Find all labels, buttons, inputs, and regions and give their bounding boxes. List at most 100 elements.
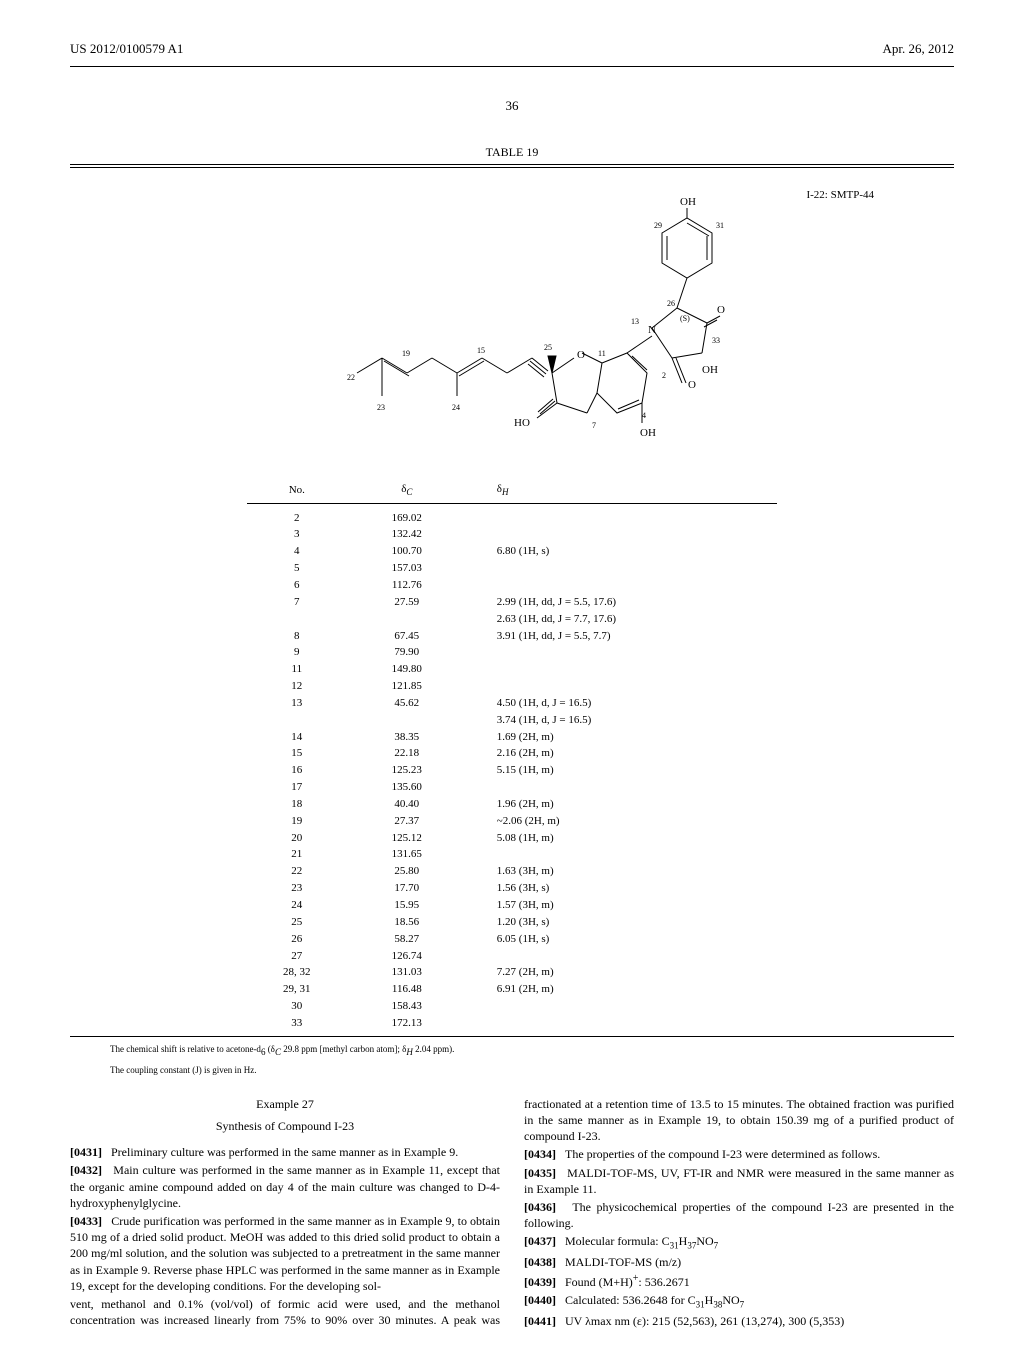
para-text: The physicochemical properties of the co… <box>524 1200 954 1230</box>
table-row: 1522.182.16 (2H, m) <box>247 745 777 762</box>
table-row: 16125.235.15 (1H, m) <box>247 762 777 779</box>
para-0440: [0440] Calculated: 536.2648 for C31H38NO… <box>524 1292 954 1311</box>
para-num: [0438] <box>524 1255 556 1269</box>
table-row: 2.63 (1H, dd, J = 7.7, 17.6) <box>247 611 777 628</box>
publication-number: US 2012/0100579 A1 <box>70 40 183 58</box>
para-0433: [0433] Crude purification was performed … <box>70 1213 500 1294</box>
svg-text:15: 15 <box>477 346 485 355</box>
table-rule-top <box>70 164 954 165</box>
svg-text:OH: OH <box>702 364 718 376</box>
svg-text:29: 29 <box>654 221 662 230</box>
header-rule <box>70 66 954 67</box>
para-text: The properties of the compound I-23 were… <box>565 1147 880 1161</box>
table-row: 2415.951.57 (3H, m) <box>247 897 777 914</box>
svg-text:(S): (S) <box>680 314 690 323</box>
table-row: 21131.65 <box>247 846 777 863</box>
para-num: [0434] <box>524 1147 556 1161</box>
page-number: 36 <box>70 97 954 115</box>
footnote-2: The coupling constant (J) is given in Hz… <box>110 1064 954 1076</box>
svg-text:13: 13 <box>631 317 639 326</box>
svg-text:N: N <box>648 324 656 336</box>
svg-text:HO: HO <box>514 417 530 429</box>
svg-text:2: 2 <box>662 371 666 380</box>
chemical-structure: I-22: SMTP-44 OH 29 31 26 <box>70 178 954 468</box>
para-text: Crude purification was performed in the … <box>70 1214 500 1293</box>
para-0439: [0439] Found (M+H)+: 536.2671 <box>524 1272 954 1290</box>
body-text: Example 27 Synthesis of Compound I-23 [0… <box>70 1096 954 1330</box>
compound-label: I-22: SMTP-44 <box>806 188 874 203</box>
svg-text:31: 31 <box>716 221 724 230</box>
table-row: 11149.80 <box>247 661 777 678</box>
table-row: 979.90 <box>247 644 777 661</box>
svg-text:OH: OH <box>640 427 656 439</box>
para-num: [0432] <box>70 1163 102 1177</box>
table-row: 6112.76 <box>247 577 777 594</box>
svg-text:24: 24 <box>452 403 460 412</box>
table-row: 29, 31116.486.91 (2H, m) <box>247 981 777 998</box>
table-row: 20125.125.08 (1H, m) <box>247 830 777 847</box>
table-row: 2169.02 <box>247 510 777 527</box>
para-0438: [0438] MALDI-TOF-MS (m/z) <box>524 1254 954 1270</box>
table-rule-bottom <box>70 1036 954 1037</box>
publication-date: Apr. 26, 2012 <box>883 40 955 58</box>
svg-text:O: O <box>577 349 585 361</box>
example-title: Synthesis of Compound I-23 <box>70 1118 500 1134</box>
para-num: [0439] <box>524 1275 556 1289</box>
para-0437: [0437] Molecular formula: C31H37NO7 <box>524 1233 954 1252</box>
col-no: No. <box>247 478 347 503</box>
col-dh: δH <box>467 478 777 503</box>
table-row: 2317.701.56 (3H, s) <box>247 880 777 897</box>
svg-text:33: 33 <box>712 336 720 345</box>
table-row: 727.592.99 (1H, dd, J = 5.5, 17.6) <box>247 594 777 611</box>
table-row: 2518.561.20 (3H, s) <box>247 914 777 931</box>
para-0436: [0436] The physicochemical properties of… <box>524 1199 954 1231</box>
chemical-structure-svg: OH 29 31 26 (S) O 33 OH N 13 <box>222 178 802 468</box>
table-row: 1840.401.96 (2H, m) <box>247 796 777 813</box>
table-row: 5157.03 <box>247 560 777 577</box>
table-row: 12121.85 <box>247 678 777 695</box>
para-num: [0435] <box>524 1166 556 1180</box>
para-0434: [0434] The properties of the compound I-… <box>524 1146 954 1162</box>
nmr-header-row: No. δC δH <box>247 478 777 503</box>
table-title: TABLE 19 <box>70 144 954 160</box>
page-header: US 2012/0100579 A1 Apr. 26, 2012 <box>70 40 954 58</box>
para-num: [0436] <box>524 1200 556 1214</box>
svg-text:4: 4 <box>642 411 646 420</box>
para-num: [0433] <box>70 1214 102 1228</box>
svg-text:25: 25 <box>544 343 552 352</box>
svg-text:7: 7 <box>592 421 596 430</box>
table-row: 2225.801.63 (3H, m) <box>247 863 777 880</box>
table-row: 3.74 (1H, d, J = 16.5) <box>247 712 777 729</box>
example-number: Example 27 <box>70 1096 500 1112</box>
table-row: 1345.624.50 (1H, d, J = 16.5) <box>247 695 777 712</box>
para-0431: [0431] Preliminary culture was performed… <box>70 1144 500 1160</box>
table-row: 28, 32131.037.27 (2H, m) <box>247 964 777 981</box>
para-0435: [0435] MALDI-TOF-MS, UV, FT-IR and NMR w… <box>524 1165 954 1197</box>
para-0441: [0441] UV λmax nm (ε): 215 (52,563), 261… <box>524 1313 954 1329</box>
svg-text:11: 11 <box>598 349 606 358</box>
para-num: [0440] <box>524 1293 556 1307</box>
table-container: TABLE 19 I-22: SMTP-44 OH 29 31 26 <box>70 144 954 1076</box>
table-row: 27126.74 <box>247 948 777 965</box>
table-row: 30158.43 <box>247 998 777 1015</box>
table-row: 3132.42 <box>247 526 777 543</box>
table-row: 17135.60 <box>247 779 777 796</box>
svg-text:O: O <box>717 304 725 316</box>
table-row: 4100.706.80 (1H, s) <box>247 543 777 560</box>
table-rule-top2 <box>70 167 954 168</box>
para-num: [0431] <box>70 1145 102 1159</box>
col-dc: δC <box>347 478 467 503</box>
table-row: 1927.37~2.06 (2H, m) <box>247 813 777 830</box>
para-text: Main culture was performed in the same m… <box>70 1163 500 1209</box>
svg-text:OH: OH <box>680 196 696 208</box>
para-num: [0441] <box>524 1314 556 1328</box>
svg-text:22: 22 <box>347 373 355 382</box>
table-row: 2658.276.05 (1H, s) <box>247 931 777 948</box>
para-num: [0437] <box>524 1234 556 1248</box>
table-row: 1438.351.69 (2H, m) <box>247 729 777 746</box>
para-0432: [0432] Main culture was performed in the… <box>70 1162 500 1211</box>
svg-text:23: 23 <box>377 403 385 412</box>
para-text: Preliminary culture was performed in the… <box>111 1145 458 1159</box>
para-text: MALDI-TOF-MS, UV, FT-IR and NMR were mea… <box>524 1166 954 1196</box>
para-text: MALDI-TOF-MS (m/z) <box>565 1255 681 1269</box>
